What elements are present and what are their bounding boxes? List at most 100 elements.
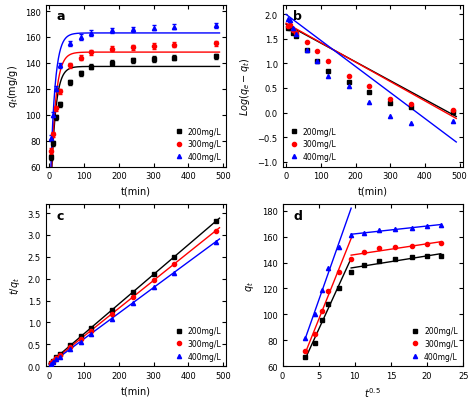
200mg/L (287, 27, 292, 32)
200mg/L (285, 26, 291, 31)
300mg/L (109, 47, 115, 52)
300mg/L (172, 43, 177, 48)
300mg/L (213, 42, 219, 47)
400mg/L (326, 266, 331, 271)
200mg/L (54, 115, 59, 120)
400mg/L (366, 100, 372, 105)
300mg/L (172, 262, 177, 266)
Line: 300mg/L: 300mg/L (49, 42, 218, 153)
400mg/L (109, 29, 115, 34)
200mg/L (88, 65, 94, 70)
300mg/L (88, 51, 94, 56)
300mg/L (312, 332, 318, 337)
400mg/L (290, 26, 296, 31)
400mg/L (319, 288, 325, 292)
400mg/L (50, 360, 55, 364)
400mg/L (302, 335, 308, 340)
400mg/L (346, 84, 351, 89)
400mg/L (54, 87, 59, 92)
400mg/L (336, 245, 341, 250)
400mg/L (285, 18, 291, 23)
200mg/L (312, 341, 318, 345)
200mg/L (392, 257, 397, 262)
400mg/L (54, 356, 59, 361)
Line: 300mg/L: 300mg/L (49, 229, 218, 365)
200mg/L (130, 59, 136, 64)
400mg/L (376, 228, 382, 233)
200mg/L (57, 352, 63, 356)
200mg/L (109, 61, 115, 66)
200mg/L (78, 334, 83, 339)
200mg/L (387, 101, 393, 106)
300mg/L (88, 328, 94, 333)
300mg/L (109, 312, 115, 317)
200mg/L (88, 326, 94, 330)
300mg/L (287, 23, 292, 28)
Y-axis label: $t/q_t$: $t/q_t$ (8, 277, 22, 294)
Legend: 200mg/L, 300mg/L, 400mg/L: 200mg/L, 300mg/L, 400mg/L (286, 126, 338, 163)
300mg/L (67, 345, 73, 350)
300mg/L (348, 257, 354, 262)
300mg/L (314, 50, 320, 55)
400mg/L (408, 122, 414, 126)
300mg/L (130, 46, 136, 51)
Line: 300mg/L: 300mg/L (303, 241, 443, 353)
400mg/L (348, 233, 354, 238)
300mg/L (376, 246, 382, 251)
Line: 200mg/L: 200mg/L (286, 26, 455, 114)
200mg/L (50, 141, 55, 146)
300mg/L (361, 250, 366, 255)
Y-axis label: $q_t$(mg/g): $q_t$(mg/g) (6, 65, 19, 108)
300mg/L (67, 64, 73, 69)
200mg/L (57, 102, 63, 107)
300mg/L (438, 241, 444, 246)
400mg/L (78, 339, 83, 344)
300mg/L (294, 32, 300, 36)
Line: 200mg/L: 200mg/L (49, 55, 218, 160)
300mg/L (408, 102, 414, 107)
Y-axis label: $q_t$: $q_t$ (244, 280, 256, 291)
X-axis label: t(min): t(min) (121, 386, 151, 396)
400mg/L (130, 28, 136, 32)
400mg/L (130, 301, 136, 305)
Line: 400mg/L: 400mg/L (286, 18, 455, 126)
200mg/L (67, 81, 73, 85)
200mg/L (172, 255, 177, 260)
300mg/L (304, 40, 310, 45)
300mg/L (424, 243, 430, 247)
400mg/L (109, 316, 115, 321)
200mg/L (78, 72, 83, 77)
300mg/L (48, 149, 54, 154)
400mg/L (304, 48, 310, 53)
200mg/L (213, 55, 219, 60)
Line: 200mg/L: 200mg/L (303, 254, 443, 359)
300mg/L (50, 359, 55, 364)
200mg/L (450, 110, 456, 115)
300mg/L (319, 308, 325, 313)
400mg/L (78, 35, 83, 40)
300mg/L (57, 90, 63, 95)
200mg/L (348, 270, 354, 275)
300mg/L (326, 289, 331, 294)
200mg/L (336, 286, 341, 291)
400mg/L (88, 32, 94, 36)
Text: a: a (57, 11, 65, 23)
200mg/L (302, 355, 308, 360)
400mg/L (361, 231, 366, 236)
400mg/L (392, 227, 397, 232)
400mg/L (48, 136, 54, 141)
200mg/L (130, 290, 136, 295)
Legend: 200mg/L, 300mg/L, 400mg/L: 200mg/L, 300mg/L, 400mg/L (171, 325, 223, 362)
400mg/L (67, 347, 73, 352)
400mg/L (213, 24, 219, 29)
200mg/L (67, 343, 73, 348)
400mg/L (450, 119, 456, 124)
300mg/L (48, 361, 54, 366)
300mg/L (213, 228, 219, 233)
400mg/L (88, 332, 94, 337)
400mg/L (48, 361, 54, 366)
200mg/L (213, 220, 219, 224)
300mg/L (346, 74, 351, 79)
300mg/L (151, 45, 156, 49)
X-axis label: $t^{0.5}$: $t^{0.5}$ (365, 386, 381, 399)
